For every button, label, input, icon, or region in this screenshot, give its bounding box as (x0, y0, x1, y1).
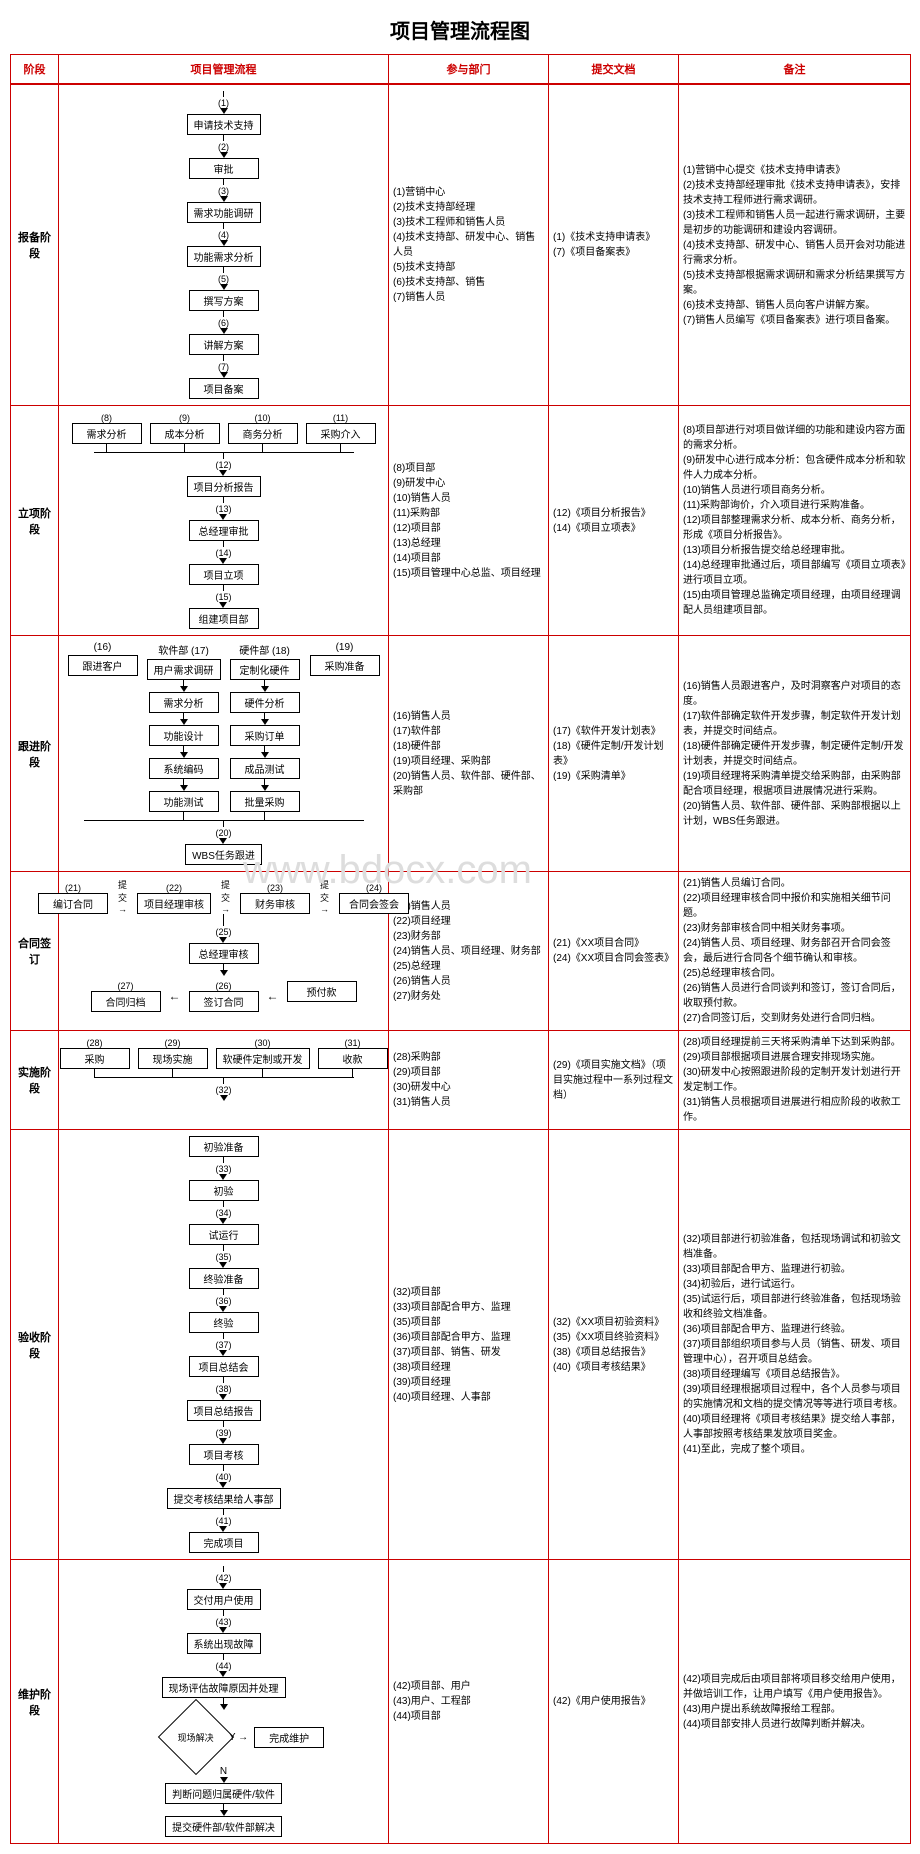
note-cell: (21)销售人员编订合同。(22)项目经理审核合同中报价和实施相关细节问题。(2… (679, 872, 911, 1031)
stage-name: 跟进阶段 (11, 636, 59, 872)
flow-box: 现场实施 (138, 1048, 208, 1069)
flow-diagram: 初验准备(33)初验(34)试运行(35)终验准备(36)终验(37)项目总结会… (59, 1130, 389, 1560)
flow-box: 批量采购 (230, 791, 300, 812)
flow-box: 总经理审核 (189, 943, 259, 964)
stage-name: 实施阶段 (11, 1031, 59, 1130)
page-title: 项目管理流程图 (10, 15, 910, 44)
flow-box: 定制化硬件 (230, 659, 300, 680)
dept-cell: (42)项目部、用户(43)用户、工程部(44)项目部 (389, 1560, 549, 1844)
flow-box: 系统出现故障 (187, 1633, 261, 1654)
flow-box: 功能设计 (149, 725, 219, 746)
doc-cell: (42)《用户使用报告》 (549, 1560, 679, 1844)
flow-diagram: (28)采购(29)现场实施(30)软硬件定制或开发(31)收款(32) (59, 1031, 389, 1130)
header-stage: 阶段 (11, 55, 59, 85)
flow-box: 提交考核结果给人事部 (167, 1488, 281, 1509)
flow-box: 硬件分析 (230, 692, 300, 713)
flow-diagram: (42)交付用户使用(43)系统出现故障(44)现场评估故障原因并处理现场解决Y… (59, 1560, 389, 1844)
flow-box: 成本分析 (150, 423, 220, 444)
header-note: 备注 (679, 55, 911, 85)
flow-box: 收款 (318, 1048, 388, 1069)
flow-diagram: (8)需求分析(9)成本分析(10)商务分析(11)采购介入(12)项目分析报告… (59, 406, 389, 636)
flow-box: 采购准备 (310, 655, 380, 676)
flow-box: 现场评估故障原因并处理 (162, 1677, 286, 1698)
flow-box: 申请技术支持 (187, 114, 261, 135)
flow-box: 采购介入 (306, 423, 376, 444)
flow-box: 系统编码 (149, 758, 219, 779)
flow-box: 项目总结报告 (187, 1400, 261, 1421)
flow-box: 试运行 (189, 1224, 259, 1245)
doc-cell: (21)《XX项目合同》(24)《XX项目合同会签表》 (549, 872, 679, 1031)
flow-box: 初验准备 (189, 1136, 259, 1157)
flow-box: 用户需求调研 (147, 659, 221, 680)
flow-box: 交付用户使用 (187, 1589, 261, 1610)
doc-cell: (17)《软件开发计划表》(18)《硬件定制/开发计划表》(19)《采购清单》 (549, 636, 679, 872)
stage-name: 报备阶段 (11, 84, 59, 406)
flow-box: 采购 (60, 1048, 130, 1069)
flow-box: 软硬件定制或开发 (216, 1048, 310, 1069)
header-flow: 项目管理流程 (59, 55, 389, 85)
stage-name: 验收阶段 (11, 1130, 59, 1560)
flow-box: 终验准备 (189, 1268, 259, 1289)
flow-box: 组建项目部 (189, 608, 259, 629)
note-cell: (42)项目完成后由项目部将项目移交给用户使用，并做培训工作，让用户填写《用户使… (679, 1560, 911, 1844)
flow-box: 终验 (189, 1312, 259, 1333)
dept-cell: (28)采购部(29)项目部(30)研发中心(31)销售人员 (389, 1031, 549, 1130)
flow-box: 项目立项 (189, 564, 259, 585)
flow-box: 项目考核 (189, 1444, 259, 1465)
flow-box: 预付款 (287, 981, 357, 1002)
stage-name: 维护阶段 (11, 1560, 59, 1844)
dept-cell: (8)项目部(9)研发中心(10)销售人员(11)采购部(12)项目部(13)总… (389, 406, 549, 636)
note-cell: (32)项目部进行初验准备，包括现场调试和初验文档准备。(33)项目部配合甲方、… (679, 1130, 911, 1560)
flow-box: 审批 (189, 158, 259, 179)
flow-box: 撰写方案 (189, 290, 259, 311)
doc-cell: (29)《项目实施文档》（项目实施过程中一系列过程文档） (549, 1031, 679, 1130)
flow-box: 讲解方案 (189, 334, 259, 355)
flow-box: 成品测试 (230, 758, 300, 779)
note-cell: (1)营销中心提交《技术支持申请表》(2)技术支持部经理审批《技术支持申请表》，… (679, 84, 911, 406)
dept-cell: (32)项目部(33)项目部配合甲方、监理(35)项目部(36)项目部配合甲方、… (389, 1130, 549, 1560)
flow-box: 签订合同 (189, 991, 259, 1012)
flow-box: 完成维护 (254, 1727, 324, 1748)
doc-cell: (32)《XX项目初验资料》(35)《XX项目终验资料》(38)《项目总结报告》… (549, 1130, 679, 1560)
dept-cell: (1)营销中心(2)技术支持部经理(3)技术工程师和销售人员(4)技术支持部、研… (389, 84, 549, 406)
flow-box: 功能测试 (149, 791, 219, 812)
dept-cell: (16)销售人员(17)软件部(18)硬件部(19)项目经理、采购部(20)销售… (389, 636, 549, 872)
flow-box: 编订合同 (38, 893, 108, 914)
flow-diagram: (21)编订合同提交→(22)项目经理审核提交→(23)财务审核提交→(24)合… (59, 872, 389, 1031)
flow-box: 总经理审批 (189, 520, 259, 541)
stage-name: 立项阶段 (11, 406, 59, 636)
flow-box: 跟进客户 (68, 655, 138, 676)
flow-diagram: (16)跟进客户软件部 (17)用户需求调研需求分析功能设计系统编码功能测试硬件… (59, 636, 389, 872)
flow-box: 需求功能调研 (187, 202, 261, 223)
flow-box: 提交硬件部/软件部解决 (165, 1816, 282, 1837)
doc-cell: (1)《技术支持申请表》(7)《项目备案表》 (549, 84, 679, 406)
flow-table: 阶段 项目管理流程 参与部门 提交文档 备注 报备阶段 (1)申请技术支持(2)… (10, 54, 911, 1844)
note-cell: (28)项目经理提前三天将采购清单下达到采购部。(29)项目部根据项目进展合理安… (679, 1031, 911, 1130)
header-doc: 提交文档 (549, 55, 679, 85)
flow-box: 合同归档 (91, 991, 161, 1012)
flow-box: 项目总结会 (189, 1356, 259, 1377)
note-cell: (16)销售人员跟进客户，及时洞察客户对项目的态度。(17)软件部确定软件开发步… (679, 636, 911, 872)
flow-box: 合同会签会 (339, 893, 409, 914)
dept-cell: (21)销售人员(22)项目经理(23)财务部(24)销售人员、项目经理、财务部… (389, 872, 549, 1031)
header-dept: 参与部门 (389, 55, 549, 85)
flow-box: 功能需求分析 (187, 246, 261, 267)
flow-diagram: (1)申请技术支持(2)审批(3)需求功能调研(4)功能需求分析(5)撰写方案(… (59, 84, 389, 406)
flow-box: 项目经理审核 (137, 893, 211, 914)
flow-box: 财务审核 (240, 893, 310, 914)
flow-box: WBS任务跟进 (185, 844, 262, 865)
flow-box: 需求分析 (72, 423, 142, 444)
flow-box: 采购订单 (230, 725, 300, 746)
doc-cell: (12)《项目分析报告》(14)《项目立项表》 (549, 406, 679, 636)
flow-box: 初验 (189, 1180, 259, 1201)
flow-box: 项目分析报告 (187, 476, 261, 497)
flow-box: 商务分析 (228, 423, 298, 444)
note-cell: (8)项目部进行对项目做详细的功能和建设内容方面的需求分析。(9)研发中心进行成… (679, 406, 911, 636)
flow-box: 需求分析 (149, 692, 219, 713)
flow-box: 判断问题归属硬件/软件 (165, 1783, 282, 1804)
flow-box: 项目备案 (189, 378, 259, 399)
